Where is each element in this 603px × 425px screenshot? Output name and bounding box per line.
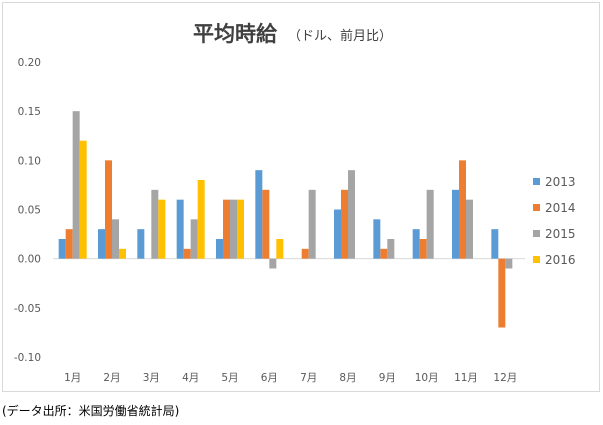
bar-2015	[269, 258, 277, 269]
y-tick-label: 0.00	[18, 254, 41, 266]
source-note: (データ出所：米国労働省統計局)	[2, 404, 180, 418]
bar-chart: 平均時給 （ドル、前月比） 0.20 0.15 0.10 0.05 0.00 -0.05 -…	[14, 22, 576, 384]
x-tick-label: 1月	[64, 372, 81, 384]
bar-2015	[348, 170, 355, 259]
bar-2013	[373, 219, 381, 259]
y-tick-label: 0.10	[18, 155, 41, 167]
legend-swatch-2014	[533, 204, 540, 211]
bar-2014	[341, 189, 348, 259]
bar-2013	[255, 170, 263, 259]
legend-label: 2014	[545, 201, 576, 215]
bar-2013	[452, 189, 459, 259]
legend-label: 2016	[545, 253, 576, 267]
axis-layer: 0.20 0.15 0.10 0.05 0.00 -0.05 -0.10 1月 2月 3月 4月 5月…	[14, 57, 525, 384]
legend-label: 2013	[545, 175, 576, 189]
y-tick-label: 0.20	[18, 57, 41, 69]
y-tick-label: 0.05	[18, 205, 41, 217]
legend-label: 2015	[545, 227, 576, 241]
x-tick-label: 7月	[300, 372, 317, 384]
bar-2015	[426, 189, 434, 259]
x-tick-label: 4月	[182, 372, 199, 384]
bar-2016	[158, 199, 166, 259]
chart-frame: 平均時給 （ドル、前月比） 0.20 0.15 0.10 0.05 0.00 -0.05 -…	[2, 2, 600, 392]
bar-2015	[466, 199, 473, 259]
bar-2015	[387, 239, 395, 259]
legend: 2013 2014 2015 2016	[533, 175, 576, 267]
x-tick-label: 11月	[454, 372, 478, 384]
y-tick-label: -0.05	[14, 303, 41, 315]
bar-2014	[498, 258, 506, 328]
bar-2015	[230, 199, 237, 259]
x-tick-label: 2月	[103, 372, 120, 384]
legend-swatch-2016	[533, 256, 540, 263]
y-tick-label: -0.10	[14, 352, 41, 364]
bar-2013	[491, 229, 499, 259]
chart-title: 平均時給	[193, 22, 278, 46]
x-tick-label: 9月	[379, 372, 396, 384]
bar-2015	[505, 258, 513, 269]
legend-swatch-2013	[533, 178, 540, 185]
bar-2013	[98, 229, 105, 259]
bar-2013	[412, 229, 420, 259]
bar-2014	[380, 248, 388, 259]
bar-2014	[301, 248, 309, 259]
bar-2013	[334, 209, 341, 259]
bar-2016	[197, 180, 205, 259]
bar-2014	[459, 160, 466, 259]
bar-2013	[216, 239, 223, 259]
bar-2014	[183, 248, 191, 259]
bar-2014	[105, 160, 112, 259]
bar-2015	[151, 189, 159, 259]
bar-2016	[79, 140, 87, 259]
y-tick-label: 0.15	[18, 106, 41, 118]
chart-subtitle: （ドル、前月比）	[288, 28, 392, 44]
x-tick-label: 5月	[221, 372, 238, 384]
x-tick-label: 6月	[261, 372, 278, 384]
bar-2013	[137, 229, 145, 259]
bar-2016	[276, 239, 284, 259]
bar-2014	[65, 229, 73, 259]
x-tick-label: 10月	[415, 372, 439, 384]
bar-2015	[190, 219, 198, 259]
x-tick-label: 3月	[143, 372, 160, 384]
bar-2015	[308, 189, 316, 259]
x-tick-label: 8月	[339, 372, 356, 384]
bar-2015	[72, 111, 80, 259]
bar-2013	[58, 239, 66, 259]
bar-2015	[112, 219, 119, 259]
bar-2014	[223, 199, 230, 259]
bar-2013	[176, 199, 184, 259]
x-tick-label: 12月	[493, 372, 517, 384]
bar-2014	[419, 239, 427, 259]
bar-2016	[119, 248, 126, 259]
legend-swatch-2015	[533, 230, 540, 237]
bar-2016	[237, 199, 244, 259]
bar-layer	[58, 111, 513, 328]
bar-2014	[262, 189, 270, 259]
